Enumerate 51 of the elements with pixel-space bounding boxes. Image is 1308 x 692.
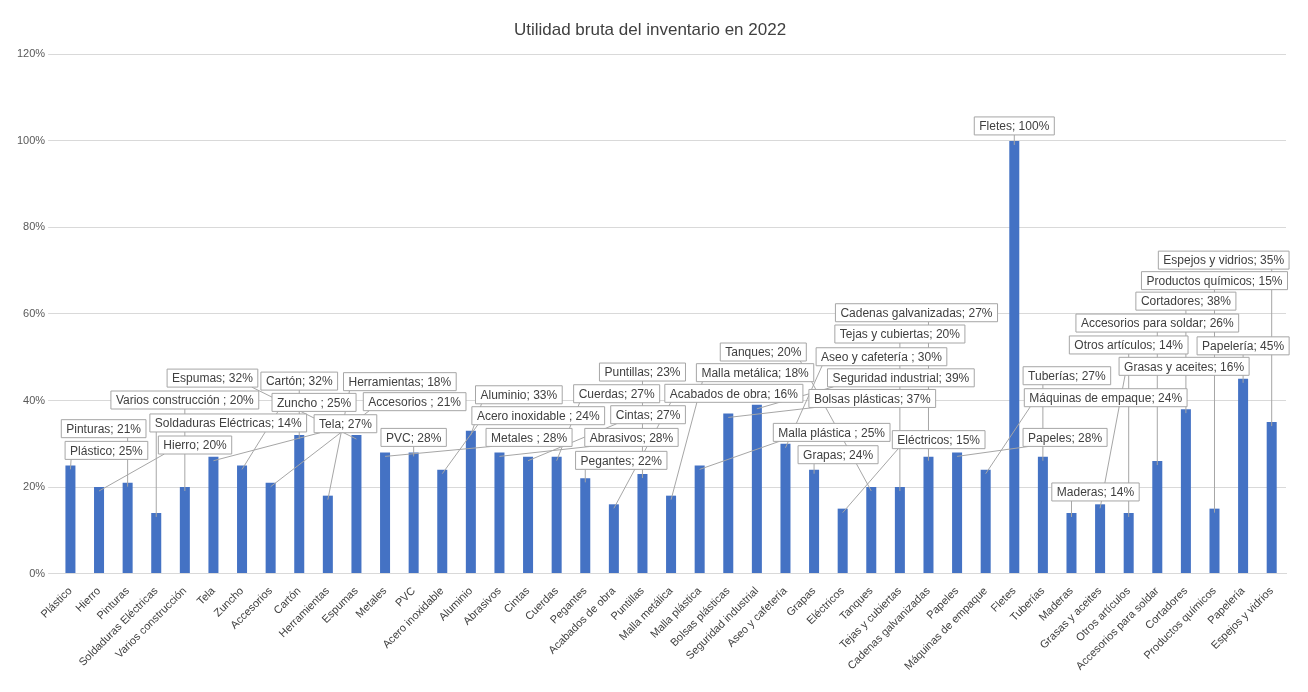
data-label: Malla metálica; 18% <box>701 365 810 380</box>
y-tick-label: 20% <box>23 480 46 493</box>
data-label: Hierro; 20% <box>163 438 228 453</box>
y-tick-label: 80% <box>23 220 46 233</box>
data-label: Cortadores; 38% <box>1140 294 1232 309</box>
data-label: Fletes; 100% <box>979 119 1050 134</box>
data-label: Accesorios ; 21% <box>368 395 462 409</box>
data-label: Máquinas de empaque; 24% <box>1029 391 1183 406</box>
data-label: Accesorios para soldar; 26% <box>1080 316 1234 331</box>
y-tick-label: 60% <box>23 307 46 319</box>
data-label: Soldaduras Eléctricas; 14% <box>154 416 302 431</box>
data-label: PVC; 28% <box>385 430 442 445</box>
data-label: Cartón; 32% <box>265 374 333 389</box>
data-label: Abrasivos; 28% <box>589 430 674 445</box>
data-label: Grapas; 24% <box>803 448 874 463</box>
data-label: Tejas y cubiertas; 20% <box>839 327 961 342</box>
data-label: Acabados de obra; 16% <box>669 386 799 401</box>
data-label: Herramientas; 18% <box>348 374 452 389</box>
data-label: Papelería; 45% <box>1202 339 1285 354</box>
data-label: Malla plástica ; 25% <box>778 425 886 440</box>
data-label: Espumas; 32% <box>172 371 254 386</box>
data-label: Espejos y vidrios; 35% <box>1163 253 1285 268</box>
data-label: Aluminio; 33% <box>480 388 558 403</box>
data-label: Eléctricos; 15% <box>897 432 981 447</box>
data-label: Pegantes; 22% <box>580 453 663 468</box>
y-tick-label: 120% <box>16 47 46 60</box>
data-label: Cintas; 27% <box>615 408 681 423</box>
data-label: Puntillas; 23% <box>604 365 681 380</box>
data-label: Maderas; 14% <box>1056 485 1135 500</box>
data-label: Bolsas plásticas; 37% <box>813 391 931 406</box>
data-label: Varios construcción ; 20% <box>115 393 255 408</box>
data-label: Papeles; 28% <box>1028 430 1103 445</box>
data-label: Productos químicos; 15% <box>1146 273 1283 288</box>
data-label: Plástico; 25% <box>70 443 144 458</box>
data-label: Pinturas; 21% <box>66 422 142 436</box>
data-label: Grasas y aceites; 16% <box>1124 359 1245 374</box>
data-label: Otros artículos; 14% <box>1074 338 1184 353</box>
data-label: Aseo y cafetería ; 30% <box>821 350 943 365</box>
data-label: Cuerdas; 27% <box>578 387 656 402</box>
y-tick-label: 0% <box>29 566 46 579</box>
data-label: Tela; 27% <box>319 417 373 432</box>
y-tick-label: 40% <box>23 393 46 406</box>
data-label: Tuberías; 27% <box>1028 369 1107 384</box>
chart-title: Utilidad bruta del inventario en 2022 <box>513 19 787 39</box>
data-label: Acero inoxidable ; 24% <box>476 409 600 424</box>
data-label: Cadenas galvanizadas; 27% <box>840 306 993 321</box>
data-label: Zuncho ; 25% <box>277 395 352 410</box>
data-label: Tanques; 20% <box>725 345 802 360</box>
data-label: Metales ; 28% <box>491 430 568 445</box>
data-label: Seguridad industrial; 39% <box>832 371 970 386</box>
y-tick-label: 100% <box>16 133 46 146</box>
